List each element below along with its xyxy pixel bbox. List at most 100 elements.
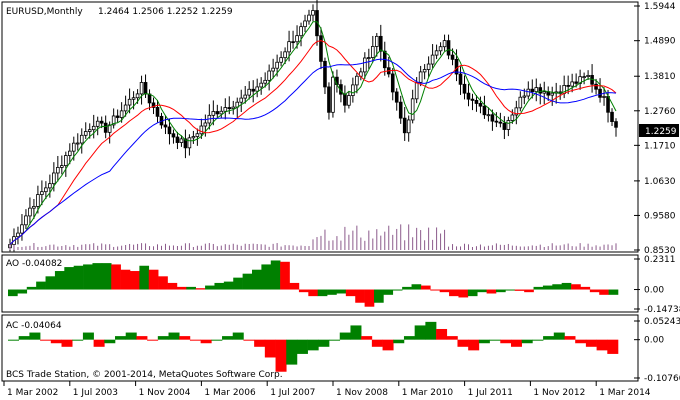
ao-bar [45,276,56,290]
x-tick-label: 1 Jul 2011 [468,388,513,398]
candle-body [371,46,375,58]
ao-bar [486,289,497,294]
ac-bar [232,332,244,340]
candle-body [378,35,383,52]
ac-bar [125,332,137,340]
ao-bar [195,288,206,290]
candle-body [36,194,40,207]
candle-body [267,70,271,81]
ac-bar [575,339,587,344]
ao-bar [392,289,403,291]
ao-bar [608,289,619,295]
candle-body [219,110,224,115]
x-tick-label: 1 Mar 2006 [204,388,256,398]
ao-bar [477,289,487,293]
x-tick-label: 1 Jul 2007 [270,388,315,398]
ac-bar [200,339,212,344]
candle-body [151,102,156,108]
ao-bar [64,267,74,290]
candle-body [355,75,359,86]
candle-body [263,79,267,84]
ac-bar [82,332,94,340]
ao-bar [449,289,459,297]
candle-body [390,73,395,93]
ac-bar [61,339,73,347]
x-tick-label: 1 Mar 2014 [599,388,651,398]
ac-bar [564,336,576,340]
candle-body [550,92,555,96]
candle-body [498,121,503,124]
candle-body [147,93,152,104]
ao-bar [158,276,168,290]
candle-body [574,81,578,84]
ao-bar [467,289,478,297]
ac-bar [147,339,159,341]
candle-body [331,76,335,113]
y-tick-label: 0.052432 [644,317,680,327]
candle-body [406,119,411,134]
candle-body [279,57,283,63]
ao-bar [599,289,609,295]
candle-body [442,40,447,48]
ac-bar [446,336,458,340]
ao-bar [383,289,394,295]
candle-body [450,54,455,60]
candle-body [506,120,511,130]
candle-body [410,98,415,121]
candle-body [402,117,407,134]
candle-body [287,41,291,53]
x-tick-label: 1 Nov 2012 [533,388,585,398]
ao-bar [252,269,262,290]
candle-body [438,46,443,52]
candle-body [56,167,60,174]
candle-body [20,224,24,234]
candle-body [283,51,287,59]
candle-body [490,114,495,122]
candle-body [203,122,208,127]
ao-bar [223,281,234,290]
candle-body [446,40,451,56]
candle-body [247,88,252,96]
candle-body [430,54,435,65]
ac-bar [189,339,201,341]
ac-bar [468,339,480,351]
candle-body [526,88,531,97]
ao-bar [233,277,243,290]
candle-body [71,142,76,152]
ao-bar [505,289,516,291]
candle-body [68,150,72,156]
candle-body [79,134,84,144]
ac-bar [414,325,426,340]
ac-bar [157,336,169,340]
y-tick-label: 0.00 [644,286,664,296]
candle-body [191,136,196,139]
ao-bar [26,286,37,290]
candle-body [462,83,467,94]
ac-bar [403,336,415,340]
candle-body [530,88,535,93]
ao-bar [289,282,300,290]
ao-bar [176,286,187,290]
ac-bar [436,328,448,340]
candle-body [52,172,56,185]
candle-body [466,92,471,100]
candle-body [259,82,263,88]
ao-bar [374,289,384,303]
ac-bar [532,339,544,341]
candle-body [123,104,128,112]
candle-body [44,187,48,193]
ao-bar [420,285,431,290]
ac-bar [222,336,234,340]
ac-bar [168,332,180,340]
candle-body [40,191,44,195]
ac-bar [307,339,319,351]
ac-bar [275,339,287,372]
ac-bar [500,339,512,344]
candle-body [422,69,427,73]
ao-bar [308,289,318,297]
ma-slow-line [9,58,617,245]
moving-averages [9,21,617,245]
candle-body [514,107,519,116]
candle-body [534,87,539,93]
